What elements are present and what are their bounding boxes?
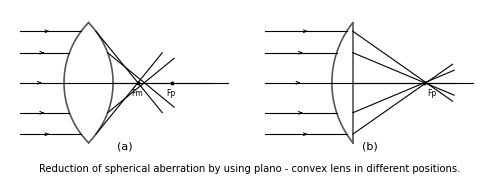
Text: Fm: Fm bbox=[131, 89, 142, 98]
Text: (b): (b) bbox=[362, 141, 378, 151]
Text: Reduction of spherical aberration by using plano - convex lens in different posi: Reduction of spherical aberration by usi… bbox=[40, 164, 461, 174]
Text: Fp: Fp bbox=[166, 89, 175, 98]
Text: Fp: Fp bbox=[427, 89, 436, 98]
Text: (a): (a) bbox=[117, 141, 133, 151]
